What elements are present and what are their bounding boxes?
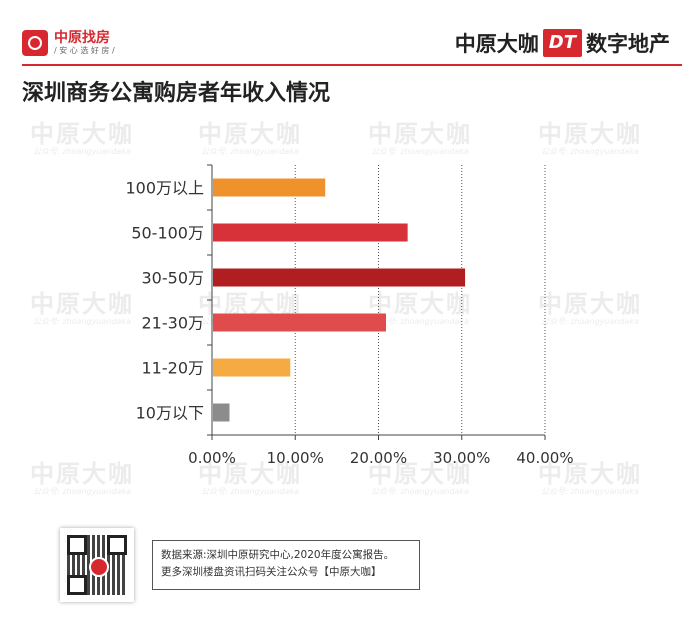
x-tick-label: 30.00% [433, 449, 490, 467]
category-label: 10万以下 [136, 404, 204, 423]
qr-finder-icon [67, 575, 87, 595]
x-tick-label: 20.00% [350, 449, 407, 467]
brand-dt-badge: DT [542, 29, 582, 57]
bar [213, 313, 386, 332]
qr-code[interactable] [60, 528, 134, 602]
brand-title: 中原大咖 DT 数字地产 [455, 28, 670, 58]
category-label: 30-50万 [142, 269, 205, 288]
x-tick-label: 40.00% [516, 449, 573, 467]
logo-main-text: 中原找房 [54, 29, 110, 46]
logo-icon [22, 30, 48, 56]
category-label: 21-30万 [142, 314, 205, 333]
source-line-2: 更多深圳楼盘资讯扫码关注公众号【中原大咖】 [161, 566, 382, 578]
header: 中原找房 / 安 心 选 好 房 / 中原大咖 DT 数字地产 [0, 0, 700, 66]
category-label: 11-20万 [142, 359, 205, 378]
footer: 数据来源:深圳中原研究中心,2020年度公寓报告。 更多深圳楼盘资讯扫码关注公众… [60, 528, 640, 608]
qr-finder-icon [67, 535, 87, 555]
brand-left-text: 中原大咖 [454, 32, 539, 56]
zhongyuan-logo[interactable]: 中原找房 / 安 心 选 好 房 / [22, 30, 115, 56]
logo-slogan: / 安 心 选 好 房 / [54, 45, 115, 55]
bar [213, 358, 291, 377]
chart-title: 深圳商务公寓购房者年收入情况 [22, 81, 331, 106]
bar [213, 403, 230, 422]
brand-right-text: 数字地产 [586, 32, 670, 56]
x-tick-label: 0.00% [188, 449, 236, 467]
bar [213, 223, 408, 242]
x-tick-label: 10.00% [267, 449, 324, 467]
bar [213, 268, 466, 287]
category-label: 50-100万 [131, 224, 204, 243]
category-label: 100万以上 [125, 179, 204, 198]
source-note: 数据来源:深圳中原研究中心,2020年度公寓报告。 更多深圳楼盘资讯扫码关注公众… [152, 540, 420, 590]
source-line-1: 数据来源:深圳中原研究中心,2020年度公寓报告。 [161, 549, 395, 561]
qr-logo-icon [89, 557, 109, 577]
qr-finder-icon [107, 535, 127, 555]
bar [213, 178, 326, 197]
header-divider [22, 64, 682, 66]
